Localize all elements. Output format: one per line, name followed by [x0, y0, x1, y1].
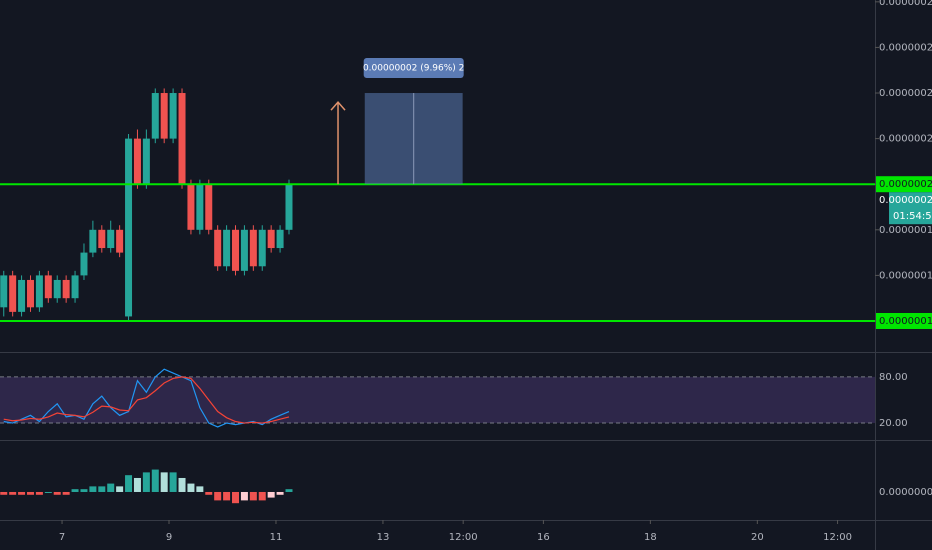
level-label-bg — [876, 176, 932, 193]
macd-bar — [196, 486, 204, 492]
candle-body — [89, 229, 97, 253]
candle-body — [35, 275, 43, 308]
rsi-line — [3, 376, 290, 424]
x-tick-label: 7 — [59, 532, 65, 543]
macd-bar — [240, 491, 248, 501]
candle-body — [80, 252, 88, 276]
candle-body — [0, 275, 8, 308]
candle-body — [71, 275, 79, 299]
candle-body — [187, 184, 195, 230]
macd-bar — [276, 491, 284, 495]
x-tick-label: 16 — [537, 532, 550, 543]
x-tick-label: 12:00 — [449, 532, 478, 543]
candle-body — [223, 229, 231, 267]
macd-bar — [107, 483, 115, 492]
macd-bar — [232, 491, 240, 504]
level-label-bg — [876, 312, 932, 329]
candle-body — [214, 229, 222, 267]
candle-body — [9, 275, 17, 312]
x-tick-label: 9 — [166, 532, 172, 543]
candle-body — [151, 93, 159, 139]
x-tick-label: 18 — [644, 532, 657, 543]
macd-bar — [0, 491, 8, 495]
arrow-head — [330, 100, 346, 111]
macd-bar — [89, 486, 97, 492]
candle-body — [267, 229, 275, 249]
candle-body — [160, 93, 168, 139]
y-tick-label: 0.00000024 — [879, 0, 932, 8]
x-tick-label: 13 — [377, 532, 390, 543]
x-tick-label: 12:00 — [823, 532, 852, 543]
y-tick-label: 0.00000019 — [879, 225, 932, 236]
candle-body — [276, 229, 284, 249]
x-tick-label: 11 — [270, 532, 283, 543]
level-label: 0.00000017 — [879, 316, 932, 327]
macd-bar — [133, 477, 141, 492]
candle-body — [258, 229, 266, 267]
candle-body — [98, 229, 106, 249]
measure-label-bg — [363, 58, 464, 79]
candle-body — [205, 184, 213, 230]
y-tick-label: 0.00000022 — [879, 88, 932, 99]
macd-bar — [214, 491, 222, 501]
macd-bar — [223, 491, 231, 501]
measure-label: 0.00000002 (9.96%) 2 — [363, 64, 464, 74]
candle-body — [285, 184, 293, 230]
macd-bar — [26, 491, 34, 495]
candle-body — [26, 279, 34, 308]
macd-bar — [160, 472, 168, 492]
candle-body — [240, 229, 248, 271]
macd-bar — [62, 491, 70, 495]
macd-bar — [98, 486, 106, 492]
y-tick-label: 0.00000023 — [879, 42, 932, 53]
y-tick-label: 0.00000021 — [879, 134, 932, 145]
macd-bar — [116, 486, 124, 492]
candle-body — [107, 229, 115, 249]
macd-bar — [285, 489, 293, 492]
candle-body — [125, 138, 133, 317]
rsi-tick-label: 80.00 — [879, 372, 908, 383]
macd-bar — [71, 489, 79, 492]
macd-bar — [9, 491, 17, 495]
macd-bar — [151, 469, 159, 492]
rsi-tick-label: 20.00 — [879, 418, 908, 429]
macd-tick-label: 0.00000000 — [879, 487, 932, 498]
macd-bar — [258, 491, 266, 501]
macd-bar — [125, 475, 133, 492]
macd-bar — [80, 489, 88, 492]
macd-bar — [205, 491, 213, 495]
candle-body — [116, 229, 124, 253]
y-tick-label: 0.00000018 — [879, 270, 932, 281]
rsi-band — [0, 376, 875, 424]
candle-body — [133, 138, 141, 185]
candle-body — [44, 275, 52, 299]
countdown: 01:54:59 — [893, 211, 932, 222]
macd-bar — [53, 491, 61, 495]
last-price-bg — [889, 192, 932, 225]
macd-bar — [249, 491, 257, 501]
x-tick-label: 20 — [751, 532, 764, 543]
macd-bar — [44, 491, 52, 493]
candle-body — [62, 279, 70, 299]
macd-bar — [178, 477, 186, 492]
candle-body — [53, 279, 61, 299]
candle-body — [142, 138, 150, 185]
macd-bar — [18, 491, 26, 495]
candle-body — [232, 229, 240, 271]
candle-body — [169, 93, 177, 139]
candle-body — [196, 184, 204, 230]
macd-bar — [35, 491, 43, 495]
candle-body — [249, 229, 257, 267]
macd-bar — [187, 483, 195, 492]
macd-bar — [267, 491, 275, 498]
candle-body — [178, 93, 186, 185]
macd-bar — [169, 472, 177, 492]
candle-body — [18, 279, 26, 312]
macd-bar — [142, 472, 150, 492]
rsi-line — [3, 368, 290, 428]
